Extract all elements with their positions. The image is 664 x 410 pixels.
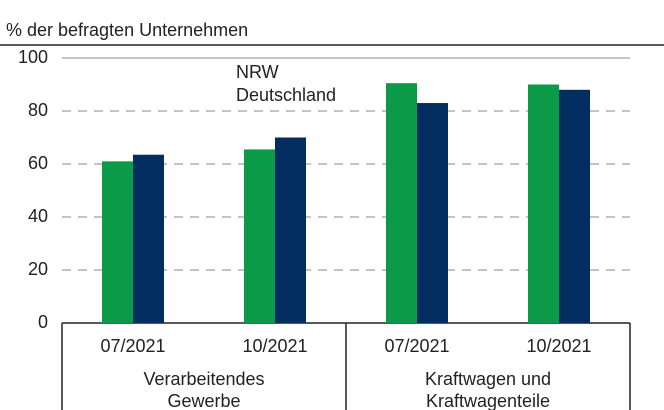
bar <box>528 84 559 323</box>
y-tick-label: 0 <box>38 312 48 332</box>
group-label: Gewerbe <box>167 391 240 410</box>
chart-subtitle: % der befragten Unternehmen <box>6 20 248 40</box>
x-tick-label: 10/2021 <box>526 336 591 356</box>
x-tick-label: 10/2021 <box>242 336 307 356</box>
bar <box>244 149 275 323</box>
bar <box>133 154 164 323</box>
x-tick-label: 07/2021 <box>100 336 165 356</box>
group-label: Verarbeitendes <box>143 369 264 389</box>
bar <box>102 161 133 323</box>
bar <box>275 137 306 323</box>
group-label: Kraftwagenteile <box>426 391 550 410</box>
bar <box>559 89 590 323</box>
y-tick-label: 80 <box>28 100 48 120</box>
group-label: Kraftwagen und <box>425 369 551 389</box>
bar <box>386 83 417 323</box>
bar <box>417 103 448 323</box>
x-tick-label: 07/2021 <box>384 336 449 356</box>
y-tick-label: 20 <box>28 259 48 279</box>
y-tick-label: 100 <box>18 47 48 67</box>
legend-label: NRW <box>236 62 279 82</box>
y-tick-label: 60 <box>28 153 48 173</box>
legend-label: Deutschland <box>236 85 336 105</box>
y-tick-label: 40 <box>28 206 48 226</box>
